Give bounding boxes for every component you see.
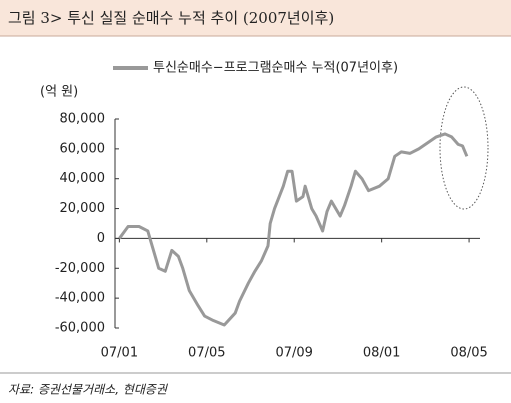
y-tick-label: -40,000 bbox=[55, 291, 105, 306]
x-tick-label: 07/01 bbox=[101, 346, 138, 361]
highlight-ellipse bbox=[439, 86, 489, 210]
x-tick-label: 07/09 bbox=[275, 346, 312, 361]
y-tick-label: 0 bbox=[97, 231, 105, 246]
x-tick-label: 08/05 bbox=[450, 346, 487, 361]
y-tick-label: 80,000 bbox=[60, 112, 106, 127]
chart-title: 그림 3> 투신 실질 순매수 누적 추이 (2007년이후) bbox=[8, 9, 334, 27]
y-axis-label: (억 원) bbox=[40, 85, 78, 100]
data-line bbox=[118, 132, 469, 327]
y-tick-label: 40,000 bbox=[60, 171, 106, 186]
y-tick-label: 20,000 bbox=[60, 201, 106, 216]
y-tick-label: -20,000 bbox=[55, 261, 105, 276]
y-tick-label: -60,000 bbox=[55, 321, 105, 336]
y-tick-label: 60,000 bbox=[60, 141, 106, 156]
x-tick-label: 07/05 bbox=[188, 346, 225, 361]
title-band bbox=[0, 0, 511, 36]
legend-label: 투신순매수−프로그램순매수 누적(07년이후) bbox=[153, 61, 398, 76]
source: 자료: 증권선물거래소, 현대증권 bbox=[8, 383, 169, 397]
x-tick-label: 08/01 bbox=[363, 346, 400, 361]
